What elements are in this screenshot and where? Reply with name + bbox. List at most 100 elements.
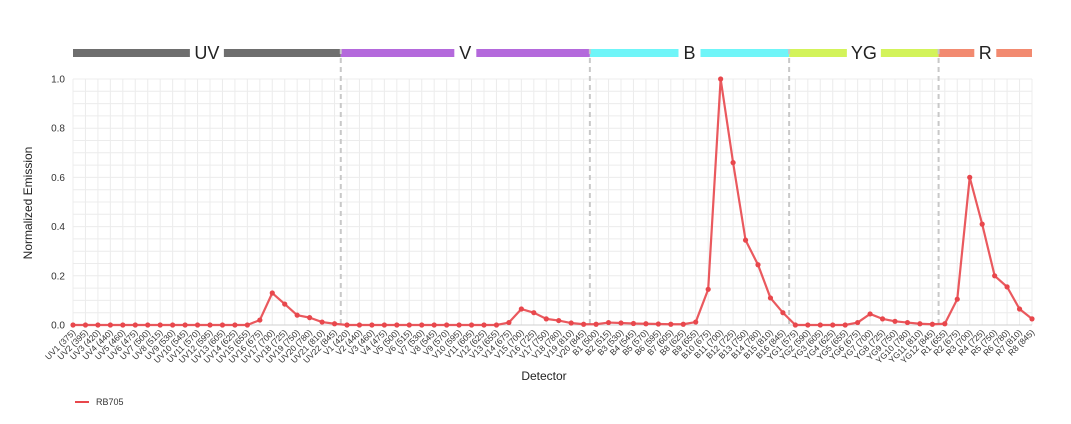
data-point <box>269 290 275 296</box>
data-point <box>356 322 363 328</box>
data-point <box>170 322 176 328</box>
data-point <box>979 221 985 227</box>
data-point <box>481 322 487 328</box>
data-point <box>680 321 686 327</box>
data-point <box>120 322 126 328</box>
data-point <box>344 322 350 328</box>
data-point <box>232 322 238 328</box>
data-point <box>842 322 848 328</box>
data-point <box>705 286 711 292</box>
data-point <box>556 317 562 324</box>
data-point <box>830 322 836 328</box>
data-point <box>1004 284 1010 290</box>
data-point <box>954 296 960 302</box>
data-point <box>431 322 437 328</box>
data-point <box>879 316 886 322</box>
y-axis-ticks: 0.0 0.2 0.4 0.6 0.8 1.0 <box>51 75 65 332</box>
data-point <box>294 312 300 318</box>
laser-bar-v <box>340 49 455 57</box>
data-point <box>531 310 537 316</box>
laser-label-uv: UV <box>194 43 219 63</box>
laser-bar-uv <box>73 49 190 57</box>
data-point <box>282 301 288 307</box>
data-point <box>967 174 973 180</box>
y-tick-label: 0.6 <box>51 173 65 184</box>
laser-bar-v <box>476 49 590 57</box>
data-point <box>394 322 400 328</box>
data-point <box>419 322 425 328</box>
data-point <box>892 318 898 324</box>
laser-bars: UV V B YG R <box>73 43 1032 63</box>
data-point <box>593 321 599 327</box>
data-point <box>219 322 226 328</box>
laser-bar-yg <box>789 49 847 57</box>
data-point <box>855 319 861 326</box>
legend[interactable]: RB705 <box>75 397 124 407</box>
data-point <box>82 322 89 328</box>
data-point <box>468 322 475 328</box>
data-point <box>929 321 935 327</box>
data-point <box>942 321 948 327</box>
laser-separators <box>339 49 940 325</box>
y-axis-title: Normalized Emission <box>21 147 35 260</box>
data-point <box>506 319 512 326</box>
data-point <box>581 321 587 327</box>
laser-bar-r <box>938 49 975 57</box>
data-point <box>207 322 213 328</box>
data-point <box>605 319 612 326</box>
data-point <box>655 321 661 327</box>
laser-label-v: V <box>459 43 471 63</box>
data-point <box>643 321 649 327</box>
data-point <box>693 319 699 325</box>
data-point <box>742 237 749 243</box>
laser-bar-uv <box>223 49 341 57</box>
y-tick-label: 1.0 <box>51 75 65 86</box>
data-point <box>1016 306 1023 312</box>
x-axis-title: Detector <box>521 369 566 383</box>
laser-bar-b <box>700 49 790 57</box>
y-tick-label: 0.4 <box>51 222 65 233</box>
data-point <box>755 262 761 268</box>
data-point <box>107 322 113 328</box>
laser-label-yg: YG <box>851 43 877 63</box>
data-point <box>381 322 387 328</box>
data-point <box>145 322 151 328</box>
x-axis-ticks: UV1 (375)UV2 (395)UV3 (420)UV4 (440)UV5 … <box>43 327 1037 365</box>
legend-label: RB705 <box>96 397 124 407</box>
data-point <box>406 322 412 328</box>
data-point <box>194 322 201 328</box>
y-tick-label: 0.2 <box>51 271 65 282</box>
data-point <box>319 319 325 325</box>
data-point <box>867 311 873 317</box>
data-point <box>182 322 188 328</box>
data-point <box>244 322 250 328</box>
data-point <box>369 322 375 328</box>
data-point <box>95 322 101 328</box>
data-point <box>1029 316 1035 322</box>
data-point <box>805 322 811 328</box>
data-point <box>257 317 263 323</box>
data-point <box>792 322 798 328</box>
data-point <box>70 322 76 328</box>
laser-label-b: B <box>683 43 695 63</box>
series-layer <box>70 76 1035 328</box>
laser-bar-r <box>996 49 1032 57</box>
data-point <box>668 321 674 327</box>
y-tick-label: 0.0 <box>51 321 65 332</box>
grid <box>72 78 1033 326</box>
data-point <box>132 322 138 328</box>
data-point <box>917 321 923 327</box>
laser-bar-b <box>589 49 679 57</box>
data-point <box>568 320 574 326</box>
data-point <box>157 322 163 328</box>
data-point <box>780 310 786 316</box>
laser-label-r: R <box>979 43 992 63</box>
data-point <box>307 315 313 321</box>
data-point <box>904 319 911 326</box>
data-point <box>992 273 998 279</box>
data-point <box>718 76 724 82</box>
data-point <box>730 160 736 166</box>
data-point <box>618 320 624 326</box>
data-point <box>456 322 462 328</box>
